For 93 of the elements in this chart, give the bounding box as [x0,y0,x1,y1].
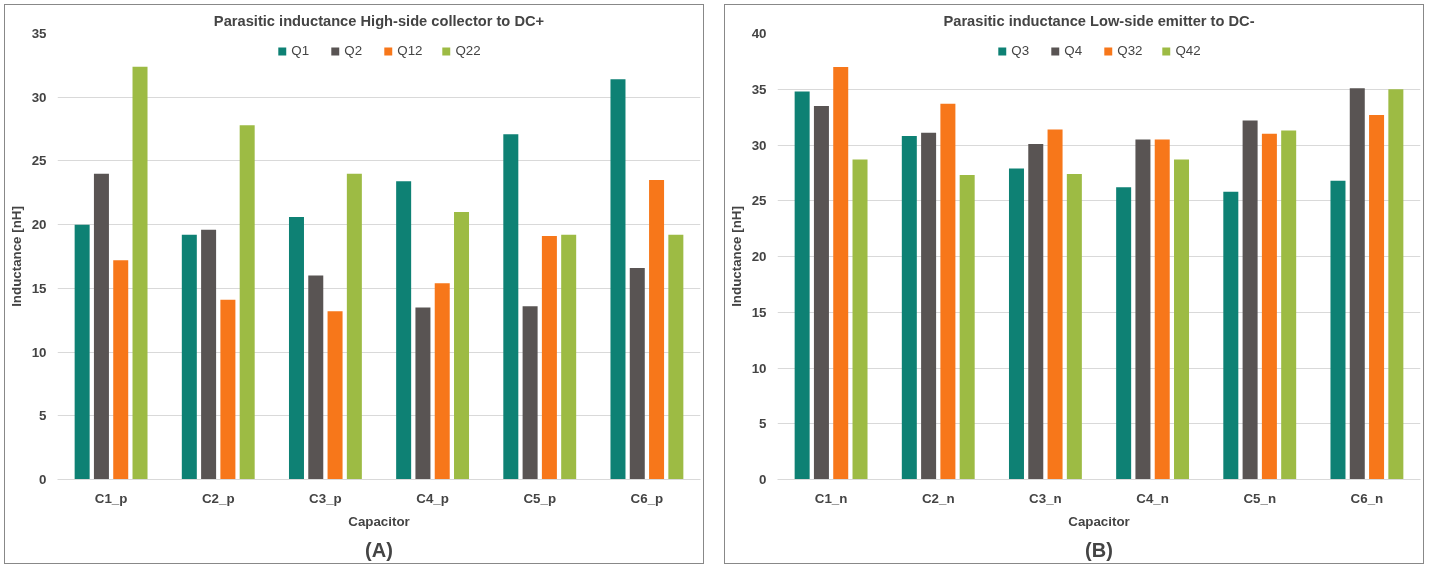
bar [1330,180,1346,480]
bar [794,91,810,480]
legend-label: Q3 [1011,43,1031,58]
x-tick-label: C5_n [1243,490,1277,506]
x-tick-label: C4_n [1136,490,1169,506]
bar [1242,120,1258,480]
bar [921,132,937,480]
bar [220,299,236,480]
y-tick-label: 15 [751,304,768,320]
bar [1261,133,1277,480]
bar [201,229,217,480]
bar [833,66,849,480]
x-tick-label: C2_n [921,490,955,506]
bar [239,125,255,480]
bar [610,79,626,480]
legend-label: Q2 [344,43,364,58]
bar [1388,89,1404,480]
bar [649,180,665,480]
bar [415,307,431,480]
y-tick-label: 35 [31,26,48,41]
bar [959,175,975,480]
x-tick-label: C1_n [814,490,848,506]
bar [1047,129,1063,480]
legend-label: Q42 [1175,43,1201,58]
y-tick-label: 0 [759,472,767,487]
bar [454,211,470,480]
chart-title: Parasitic inductance High-side collector to DC+ [213,12,545,29]
y-tick-label: 30 [751,137,767,153]
x-axis-title: Capacitor [348,513,410,529]
y-tick-label: 5 [759,416,768,432]
bar [1135,139,1151,480]
bar [288,217,304,480]
x-tick-label: C6_n [1350,490,1384,506]
bar [327,311,343,480]
bar [668,234,684,480]
bar [1349,88,1365,480]
bar [1281,130,1297,480]
x-tick-label: C3_n [1029,490,1062,506]
text: (A) [365,538,393,561]
legend-label: Q22 [455,43,481,58]
bar [852,159,868,480]
x-tick-label: C1_p [94,490,128,506]
bar [1066,173,1082,480]
legend-label: Q12 [397,43,423,58]
bar [1223,191,1239,480]
y-tick-label: 25 [31,153,48,169]
y-axis-title: Inductance [nH] [728,206,744,307]
y-tick-label: 25 [751,193,768,209]
y-tick-label: 10 [31,344,47,360]
bar [1369,114,1385,480]
legend-label: Q1 [291,43,311,58]
bar [308,275,324,480]
y-tick-label: 20 [31,217,47,233]
bar [434,283,450,480]
bar [113,260,129,480]
y-tick-label: 40 [751,26,767,41]
x-tick-label: C5_p [523,490,557,506]
x-axis-title: Capacitor [1068,513,1130,529]
y-tick-label: 0 [39,472,47,487]
legend-label: Q4 [1064,43,1084,58]
y-tick-label: 35 [751,81,768,97]
x-tick-label: C3_p [309,490,342,506]
chart-title: Parasitic inductance Low-side emitter to DC- [943,12,1255,29]
bar [522,306,538,480]
bar [813,105,829,480]
bar [1154,139,1170,480]
bar [396,181,412,480]
bar [74,224,90,480]
y-tick-label: 10 [751,360,767,376]
bar [132,66,148,480]
bar [1028,143,1044,480]
text: (B) [1085,538,1113,561]
y-tick-label: 30 [31,89,47,105]
bar [541,236,557,480]
bar [346,173,362,480]
legend-label: Q32 [1117,43,1143,58]
bar [503,134,519,480]
y-tick-label: 15 [31,280,48,296]
bar [940,103,956,480]
bar [93,173,109,480]
bar [629,267,645,480]
y-tick-label: 20 [751,249,767,264]
bar [1174,159,1190,480]
x-tick-label: C2_p [201,490,235,506]
y-tick-label: 5 [39,408,48,424]
bar [1008,168,1024,480]
x-tick-label: C6_p [630,490,664,506]
bar [1116,187,1132,480]
y-axis-title: Inductance [nH] [8,206,24,307]
bar [181,234,197,480]
x-tick-label: C4_p [416,490,449,506]
bar [901,136,917,480]
bar [561,234,577,480]
